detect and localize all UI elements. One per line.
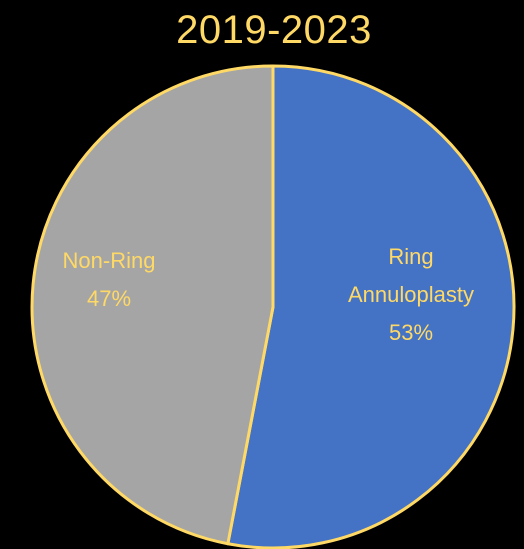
data-label-ring-annuloplasty: Ring Annuloplasty 53% — [348, 244, 474, 345]
data-label-line: Ring — [388, 244, 433, 269]
data-label-line: Non-Ring — [63, 248, 156, 273]
data-label-non-ring: Non-Ring 47% — [63, 248, 156, 311]
data-label-line: Annuloplasty — [348, 282, 474, 307]
chart-title: 2019-2023 — [176, 8, 372, 52]
pie-slice-ring-annuloplasty — [226, 64, 516, 549]
pie-slice-non-ring — [30, 64, 275, 546]
data-label-line: 47% — [87, 286, 131, 311]
data-label-line: 53% — [389, 320, 433, 345]
